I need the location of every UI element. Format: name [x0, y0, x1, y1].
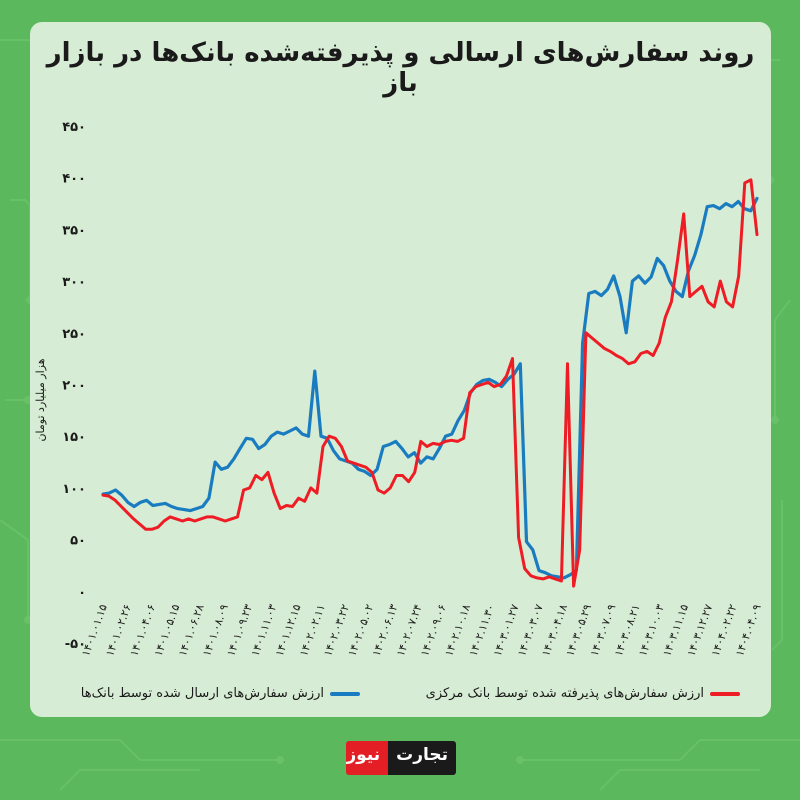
logo-part-1: تجارت: [388, 741, 456, 775]
y-axis-label: هزار میلیارد تومان: [34, 358, 47, 441]
y-tick-label: ۴۰۰: [62, 172, 86, 187]
y-tick-label: ۵۰: [70, 534, 86, 549]
series-line-sent: [101, 196, 759, 580]
brand-logo: تجارت نیوز: [346, 741, 456, 775]
legend-swatch-red: [710, 691, 740, 696]
y-tick-label: ۲۵۰: [62, 327, 86, 342]
y-tick-label: -۵۰: [65, 637, 86, 652]
chart-title: روند سفارش‌های ارسالی و پذیرفته‌شده بانک…: [46, 38, 755, 98]
legend-label-accepted: ارزش سفارش‌های پذیرفته شده توسط بانک مرک…: [425, 686, 704, 701]
legend-item-sent: ارزش سفارش‌های ارسال شده توسط بانک‌ها: [81, 686, 360, 701]
y-tick-label: ۲۰۰: [62, 379, 86, 394]
y-tick-label: ۰: [78, 585, 86, 600]
legend-label-sent: ارزش سفارش‌های ارسال شده توسط بانک‌ها: [80, 686, 324, 701]
y-tick-label: ۱۵۰: [62, 430, 86, 445]
legend-item-accepted: ارزش سفارش‌های پذیرفته شده توسط بانک مرک…: [426, 686, 740, 701]
y-tick-label: ۴۵۰: [62, 120, 86, 135]
chart-card: [30, 22, 771, 717]
y-tick-label: ۳۵۰: [62, 223, 86, 238]
y-tick-label: ۱۰۰: [62, 482, 86, 497]
legend-swatch-blue: [330, 691, 360, 696]
y-tick-label: ۳۰۰: [62, 275, 86, 290]
series-line-accepted: [101, 178, 759, 588]
logo-part-2: نیوز: [346, 741, 389, 775]
chart-legend: ارزش سفارش‌های پذیرفته شده توسط بانک مرک…: [60, 686, 760, 710]
